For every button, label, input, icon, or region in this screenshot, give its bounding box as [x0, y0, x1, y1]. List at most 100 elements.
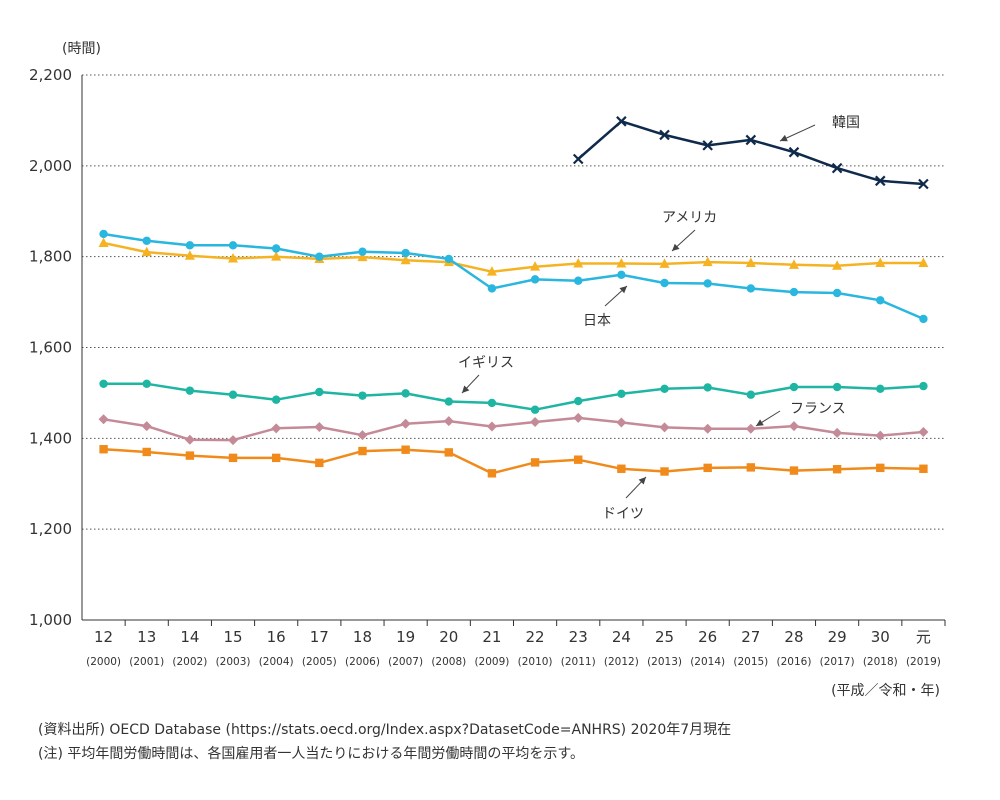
series-group [98, 116, 929, 478]
annotation-arrowhead [672, 243, 680, 251]
x-tick-label: 12 [94, 628, 113, 646]
data-point [918, 426, 929, 437]
x-tick-label: 28 [784, 628, 803, 646]
x-tick-sublabel: (2017) [820, 656, 855, 668]
data-point [315, 387, 324, 397]
data-point [271, 423, 282, 434]
x-tick-label: 17 [310, 628, 329, 646]
x-tick-label: 21 [482, 628, 501, 646]
data-point [142, 236, 151, 245]
data-point [745, 134, 757, 146]
data-point [358, 446, 367, 456]
y-axis-label: (時間) [62, 41, 101, 57]
x-tick-label: 22 [526, 628, 545, 646]
data-point [486, 421, 497, 432]
series-line [577, 120, 924, 186]
x-tick-sublabel: (2012) [604, 656, 639, 668]
x-tick-sublabel: (2005) [302, 656, 337, 668]
data-point [660, 467, 669, 476]
y-tick-label: 2,200 [29, 66, 72, 84]
series-イギリス [99, 379, 928, 414]
data-point [99, 229, 108, 239]
annotation-label: アメリカ [662, 210, 717, 226]
data-point [702, 140, 713, 151]
data-point [271, 251, 282, 261]
data-point [228, 252, 239, 263]
data-point [573, 257, 584, 268]
data-point [228, 435, 239, 446]
data-point [874, 175, 886, 187]
annotation-label: フランス [790, 401, 846, 417]
x-tick-label: 20 [439, 628, 458, 646]
data-point [788, 259, 799, 269]
data-point [443, 416, 454, 427]
data-point [616, 257, 627, 268]
series-韓国 [572, 116, 929, 190]
data-point [228, 241, 238, 250]
series-line [103, 232, 924, 321]
x-tick-sublabel: (2018) [863, 656, 898, 668]
x-tick-label: 24 [612, 628, 631, 646]
data-point [400, 418, 411, 429]
annotation-label: ドイツ [602, 506, 644, 522]
annotation-label: 韓国 [832, 115, 860, 131]
annotation-arrowhead [756, 419, 764, 426]
data-point [530, 405, 540, 414]
data-point [746, 463, 756, 472]
data-point [746, 390, 756, 399]
data-point [788, 146, 800, 158]
data-point [185, 451, 195, 460]
data-point [142, 447, 151, 457]
data-point [401, 445, 410, 454]
x-tick-label: 26 [698, 628, 717, 646]
series-日本 [99, 229, 928, 324]
y-tick-label: 1,800 [29, 248, 72, 266]
data-point [487, 284, 497, 293]
x-tick-label: 23 [569, 628, 588, 646]
data-point [358, 391, 367, 400]
annotation-arrowhead [462, 385, 470, 393]
data-point [789, 287, 799, 297]
data-point [228, 390, 238, 399]
x-tick-sublabel: (2002) [172, 656, 207, 668]
data-point [574, 396, 583, 406]
source-note: (資料出所) OECD Database (https://stats.oecd… [38, 722, 732, 738]
annotation-イギリス: イギリス [458, 355, 514, 394]
data-point [185, 241, 195, 250]
data-point [745, 257, 756, 268]
data-point [574, 276, 583, 285]
data-point [659, 422, 670, 433]
annotation-arrowhead [780, 134, 788, 142]
data-point [357, 251, 368, 262]
data-point [617, 389, 626, 399]
x-tick-sublabel: (2003) [216, 656, 251, 668]
annotation-フランス: フランス [755, 401, 846, 427]
data-point [141, 246, 152, 257]
x-tick-sublabel: (2007) [388, 656, 423, 668]
data-point [703, 463, 712, 473]
y-tick-label: 1,600 [29, 339, 72, 357]
annotation-label: 日本 [583, 313, 611, 329]
data-point [832, 465, 842, 474]
x-axis-label: (平成／令和・年) [831, 683, 940, 699]
x-tick-sublabel: (2006) [345, 656, 380, 668]
data-point [745, 423, 756, 434]
x-tick-sublabel: (2013) [647, 656, 682, 668]
x-tick-sublabel: (2000) [86, 656, 121, 668]
x-tick-label: 14 [180, 628, 199, 646]
data-point [918, 257, 929, 268]
data-point [788, 421, 799, 432]
series-ドイツ [99, 445, 928, 478]
data-point [98, 237, 109, 248]
x-tick-label: 27 [741, 628, 760, 646]
data-point [401, 248, 410, 258]
data-point [271, 395, 281, 404]
annotation-arrowhead [638, 477, 646, 485]
data-point [444, 254, 453, 264]
data-point [789, 466, 799, 475]
data-point [444, 448, 453, 457]
data-point [141, 421, 152, 432]
x-tick-label: 30 [871, 628, 890, 646]
data-point [573, 412, 584, 423]
y-tick-label: 2,000 [29, 157, 72, 175]
